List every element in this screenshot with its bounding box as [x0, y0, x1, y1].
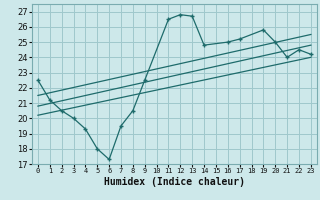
X-axis label: Humidex (Indice chaleur): Humidex (Indice chaleur) — [104, 177, 245, 187]
